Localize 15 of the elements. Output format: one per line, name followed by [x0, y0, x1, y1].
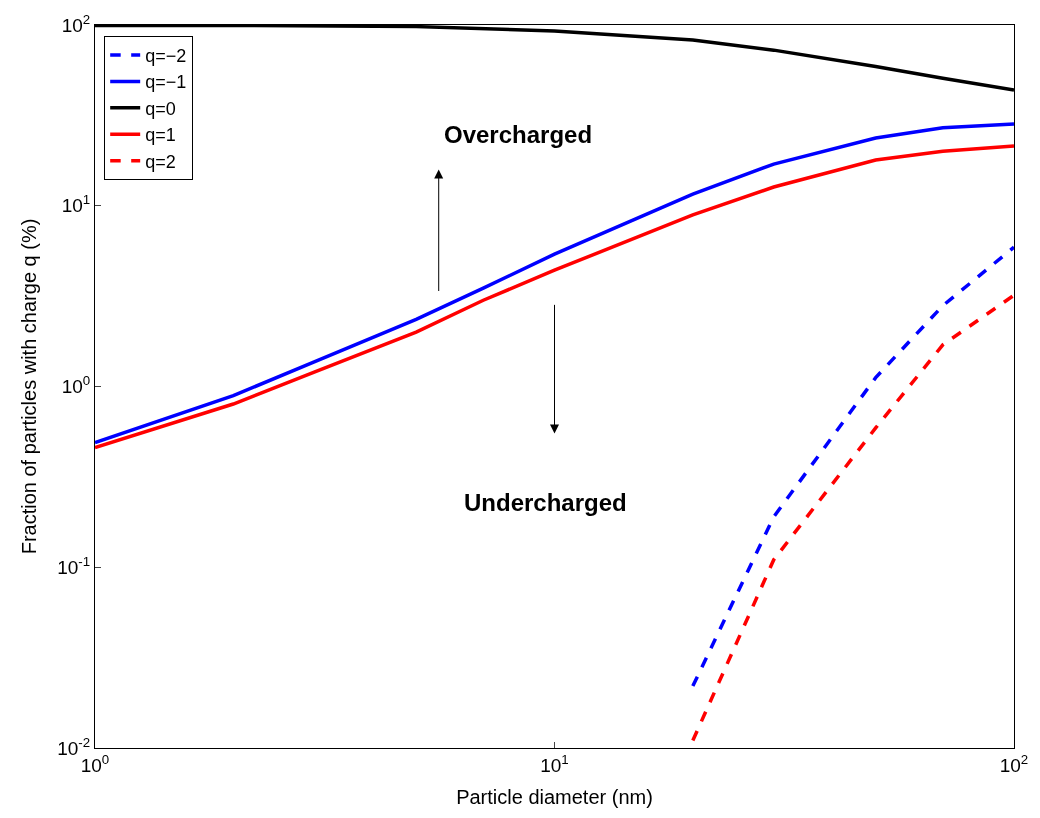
y-tick-label: 10$^{-1}$	[57, 553, 91, 578]
x-axis-title: Particle diameter (nm)	[456, 786, 653, 809]
legend-label: q=−2	[145, 46, 187, 67]
legend-label: q=2	[145, 151, 176, 172]
y-tick-label: 10$^{2}$	[61, 11, 91, 36]
annotation: Overcharged	[444, 121, 593, 148]
y-tick-label: 10$^{0}$	[61, 373, 91, 398]
legend-label: q=0	[145, 98, 176, 119]
x-tick-label: 10$^{2}$	[999, 751, 1029, 776]
y-axis-title: Fraction of particles with charge q (%)	[17, 218, 40, 555]
legend-label: q=1	[145, 125, 176, 146]
legend-label: q=−1	[145, 72, 187, 93]
x-tick-label: 10$^{1}$	[540, 751, 569, 776]
y-tick-label: 10$^{1}$	[61, 192, 91, 217]
annotation: Undercharged	[464, 489, 627, 516]
